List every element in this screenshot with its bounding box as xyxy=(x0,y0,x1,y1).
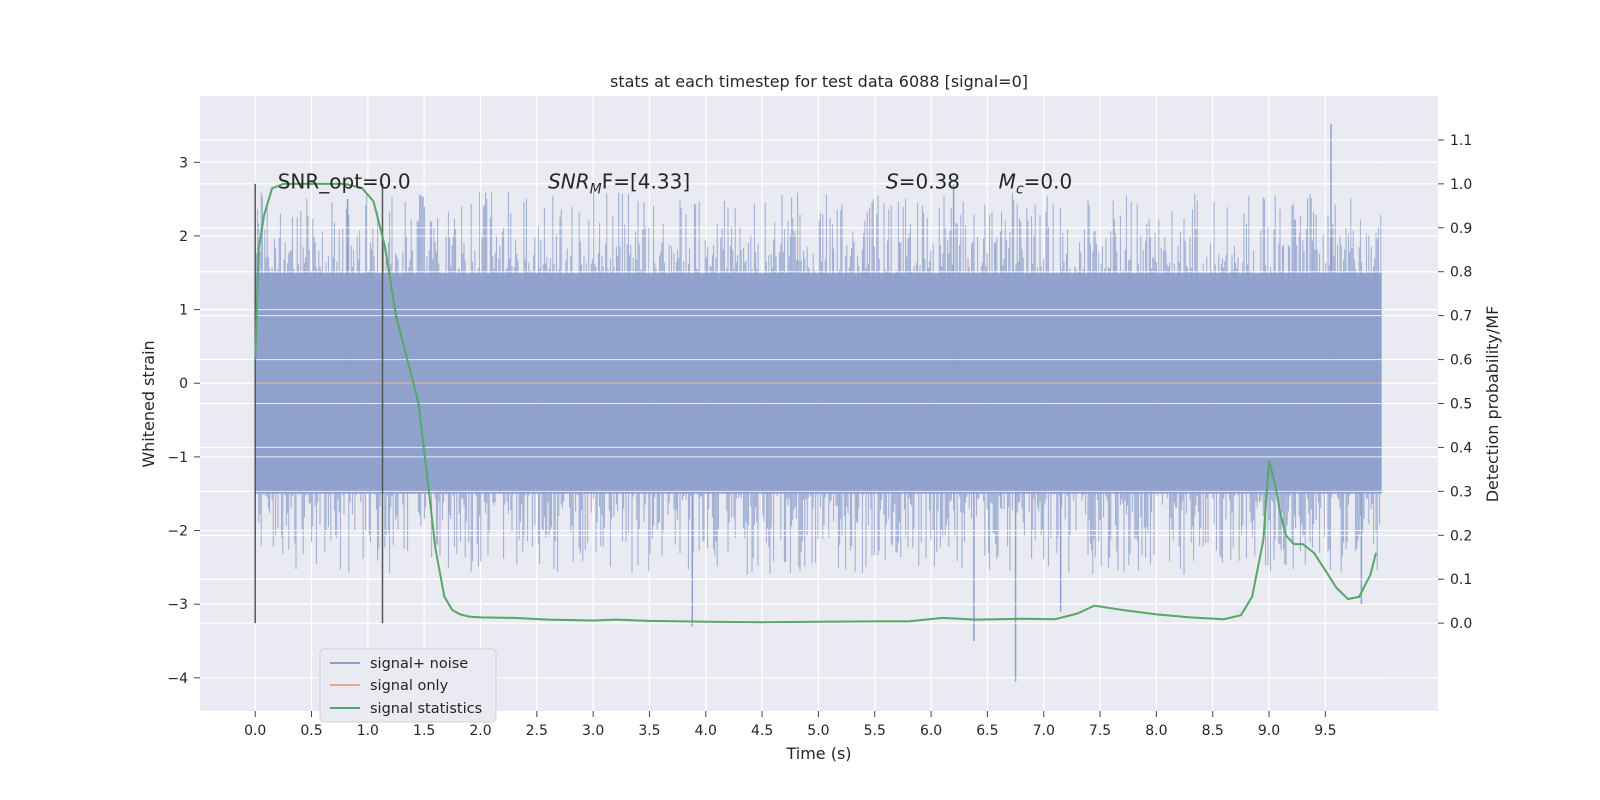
y-tick-label: 2 xyxy=(179,229,188,245)
legend: signal+ noise signal only signal statist… xyxy=(319,648,497,723)
legend-item: signal only xyxy=(330,678,449,694)
x-tick-label: 7.5 xyxy=(1089,723,1111,739)
legend-box xyxy=(319,648,497,723)
y-right-tick-label: 0.8 xyxy=(1450,265,1472,281)
legend-label: signal statistics xyxy=(370,701,482,717)
x-tick-label: 5.0 xyxy=(807,723,829,739)
x-tick-label: 9.5 xyxy=(1314,723,1336,739)
x-axis-label: Time (s) xyxy=(785,744,851,763)
x-tick-label: 0.0 xyxy=(244,723,266,739)
y-right-tick-label: 0.7 xyxy=(1450,309,1472,325)
y-right-tick-label: 0.6 xyxy=(1450,353,1472,369)
y-tick-label: 0 xyxy=(179,376,188,392)
x-tick-label: 9.0 xyxy=(1258,723,1280,739)
y-right-tick-label: 0.5 xyxy=(1450,397,1472,413)
x-tick-label: 4.5 xyxy=(751,723,773,739)
annotations: SNR_opt=0.0 SNRMF=[4.33] S=0.38 Mc=0.0 xyxy=(278,169,1072,197)
x-tick-label: 2.0 xyxy=(469,723,491,739)
x-tick-label: 1.0 xyxy=(357,723,379,739)
x-tick-label: 3.0 xyxy=(582,723,604,739)
chart-title: stats at each timestep for test data 608… xyxy=(610,72,1028,91)
legend-label: signal only xyxy=(370,678,449,694)
y-right-tick-label: 0.9 xyxy=(1450,221,1472,237)
y-right-axis-label: Detection probability/MF xyxy=(1483,306,1502,503)
y-tick-label: 3 xyxy=(179,155,188,171)
x-tick-label: 4.0 xyxy=(695,723,717,739)
legend-item: signal statistics xyxy=(330,701,482,717)
x-tick-label: 8.0 xyxy=(1145,723,1167,739)
y-tick-label: −4 xyxy=(167,671,188,687)
legend-label: signal+ noise xyxy=(370,656,468,672)
x-tick-label: 6.0 xyxy=(920,723,942,739)
x-axis-ticks: 0.0 0.5 1.0 1.5 2.0 2.5 3.0 3.5 4.0 4.5 5.0 5.5 6.0 6… xyxy=(244,711,1336,739)
x-tick-label: 1.5 xyxy=(413,723,435,739)
y-right-tick-label: 0.1 xyxy=(1450,572,1472,588)
x-tick-label: 5.5 xyxy=(864,723,886,739)
x-tick-label: 0.5 xyxy=(300,723,322,739)
y-axis-label: Whitened strain xyxy=(139,340,158,467)
y-right-tick-label: 1.0 xyxy=(1450,177,1472,193)
window-markers xyxy=(254,183,384,624)
signal-statistics-series xyxy=(254,182,1377,624)
y-tick-label: 1 xyxy=(179,303,188,319)
y-tick-label: −3 xyxy=(167,597,188,613)
annotation: S=0.38 xyxy=(886,169,960,193)
legend-item: signal+ noise xyxy=(330,656,468,672)
y-axis-ticks: −4 −3 −2 −1 0 1 2 3 xyxy=(167,155,200,687)
y-right-tick-label: 0.3 xyxy=(1450,484,1472,500)
y-tick-label: −1 xyxy=(167,450,188,466)
y-right-tick-label: 1.1 xyxy=(1450,133,1472,149)
y-tick-label: −2 xyxy=(167,524,188,540)
y-right-tick-label: 0.4 xyxy=(1450,440,1472,456)
y-right-tick-label: 0.2 xyxy=(1450,528,1472,544)
y-right-tick-label: 0.0 xyxy=(1450,616,1472,632)
x-tick-label: 2.5 xyxy=(526,723,548,739)
annotation: Mc=0.0 xyxy=(999,169,1073,197)
x-tick-label: 6.5 xyxy=(976,723,998,739)
annotation: SNR_opt=0.0 xyxy=(278,169,411,193)
signal-statistics-line xyxy=(254,182,1377,624)
annotation: SNRMF=[4.33] xyxy=(548,169,690,197)
x-tick-label: 7.0 xyxy=(1033,723,1055,739)
x-tick-label: 3.5 xyxy=(638,723,660,739)
y-right-axis-ticks: 0.0 0.1 0.2 0.3 0.4 0.5 0.6 0.7 0.8 0.9 1.0 1.1 xyxy=(1438,133,1472,632)
x-tick-label: 8.5 xyxy=(1202,723,1224,739)
